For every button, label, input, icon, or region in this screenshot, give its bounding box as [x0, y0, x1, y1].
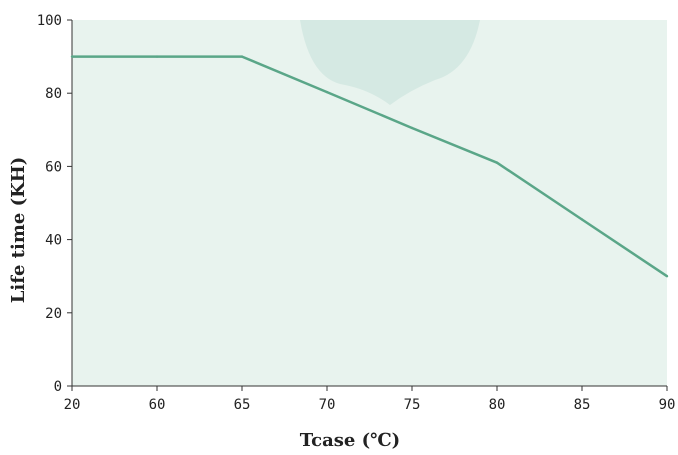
- x-tick-label: 20: [64, 397, 81, 413]
- y-tick-label: 80: [45, 86, 62, 102]
- y-tick-label: 60: [45, 159, 62, 175]
- x-tick-label: 65: [234, 397, 251, 413]
- data-point: [70, 55, 74, 58]
- x-tick-label: 75: [404, 397, 421, 413]
- x-tick-label: 60: [149, 397, 166, 413]
- data-point: [155, 55, 159, 58]
- y-tick-label: 40: [45, 233, 62, 249]
- x-tick-label: 80: [489, 397, 506, 413]
- data-point: [495, 161, 499, 164]
- y-axis-ticks: 0 20 40 60 80 100: [37, 13, 72, 395]
- x-tick-label: 90: [659, 397, 676, 413]
- series-line: [72, 55, 668, 278]
- y-tick-label: 0: [54, 379, 62, 395]
- watermark-logo: [300, 20, 480, 105]
- data-point: [580, 218, 584, 221]
- data-point: [410, 126, 414, 130]
- series-points: [70, 55, 669, 278]
- y-tick-label: 20: [45, 306, 62, 322]
- y-tick-label: 100: [37, 13, 62, 29]
- y-axis-label: Life time (KH): [8, 157, 29, 304]
- x-tick-label: 85: [574, 397, 591, 413]
- data-point: [240, 55, 244, 58]
- data-point: [665, 275, 669, 278]
- x-axis-label: Tcase (℃): [300, 430, 400, 451]
- x-tick-label: 70: [319, 397, 336, 413]
- data-point: [325, 90, 329, 94]
- x-axis-ticks: 20 60 65 70 75 80 85 90: [64, 386, 676, 413]
